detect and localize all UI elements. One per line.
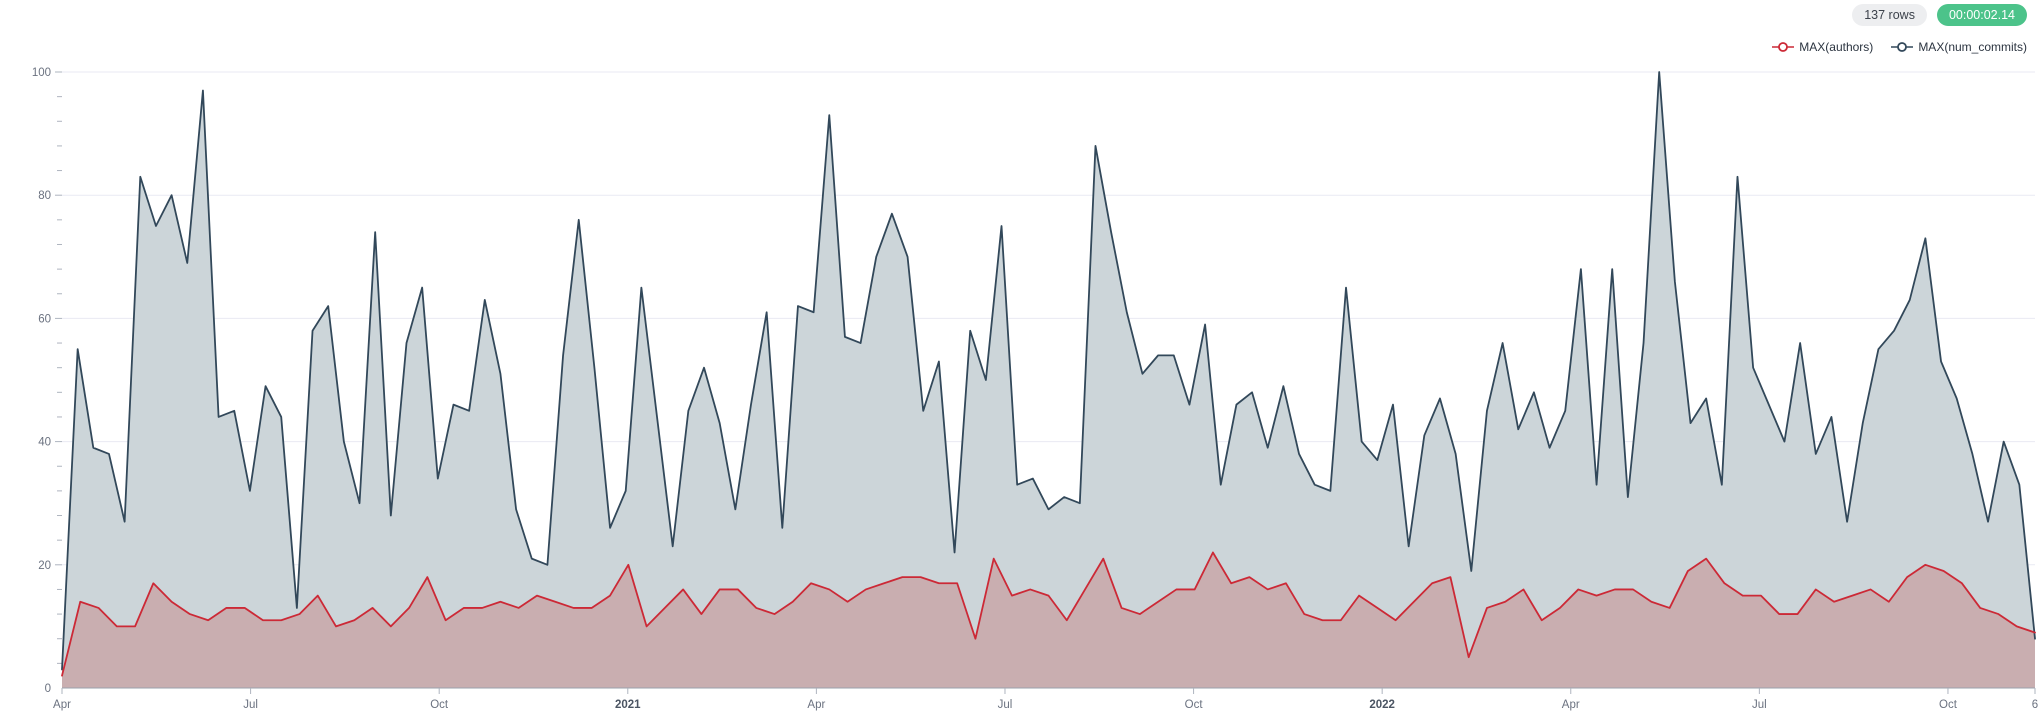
series-line-1 — [61, 551, 2036, 677]
x-tick-label: Oct — [430, 699, 449, 711]
series-area-0 — [62, 72, 2035, 688]
x-tick-label: Oct — [1185, 699, 1204, 711]
chart-legend: MAX(authors) MAX(num_commits) — [1772, 38, 2027, 56]
x-tick-label: 6 — [2032, 699, 2038, 711]
legend-label-num-commits: MAX(num_commits) — [1918, 40, 2027, 54]
row-count-badge: 137 rows — [1852, 4, 1927, 26]
x-tick-label: Oct — [1939, 699, 1958, 711]
legend-item-authors[interactable]: MAX(authors) — [1772, 40, 1873, 54]
y-tick-label: 20 — [38, 560, 51, 572]
x-axis-labels: Apr Jul Oct 2021 Apr Jul Oct 2022 Apr Jul Oct 6 — [53, 688, 2038, 711]
x-tick-label: Apr — [807, 699, 825, 711]
y-tick-label: 100 — [32, 67, 51, 79]
series-line-0 — [61, 71, 2036, 671]
x-tick-label: Jul — [1752, 699, 1767, 711]
series-areas — [62, 72, 2035, 688]
x-tick-label: 2022 — [1369, 699, 1395, 711]
legend-label-authors: MAX(authors) — [1799, 40, 1874, 54]
y-axis-labels: 0 20 40 60 80 100 — [32, 67, 62, 695]
y-tick-label: 80 — [38, 190, 51, 202]
x-tick-label: Apr — [53, 699, 71, 711]
status-bar: 137 rows 00:00:02.14 — [0, 0, 2041, 30]
y-tick-label: 40 — [38, 437, 51, 449]
x-tick-label: 2021 — [615, 699, 641, 711]
x-tick-label: Apr — [1562, 699, 1580, 711]
query-duration-badge: 00:00:02.14 — [1936, 4, 2027, 26]
x-tick-label: Jul — [243, 699, 258, 711]
y-tick-label: 0 — [45, 683, 51, 695]
x-tick-label: Jul — [998, 699, 1013, 711]
y-axis-minor-ticks — [57, 96, 62, 664]
series-area-1 — [62, 552, 2035, 688]
y-tick-label: 60 — [38, 313, 51, 325]
legend-marker-circle-icon — [1891, 42, 1914, 52]
legend-item-num-commits[interactable]: MAX(num_commits) — [1891, 40, 2027, 54]
series-lines — [61, 71, 2036, 677]
legend-marker-circle-icon — [1772, 42, 1795, 52]
